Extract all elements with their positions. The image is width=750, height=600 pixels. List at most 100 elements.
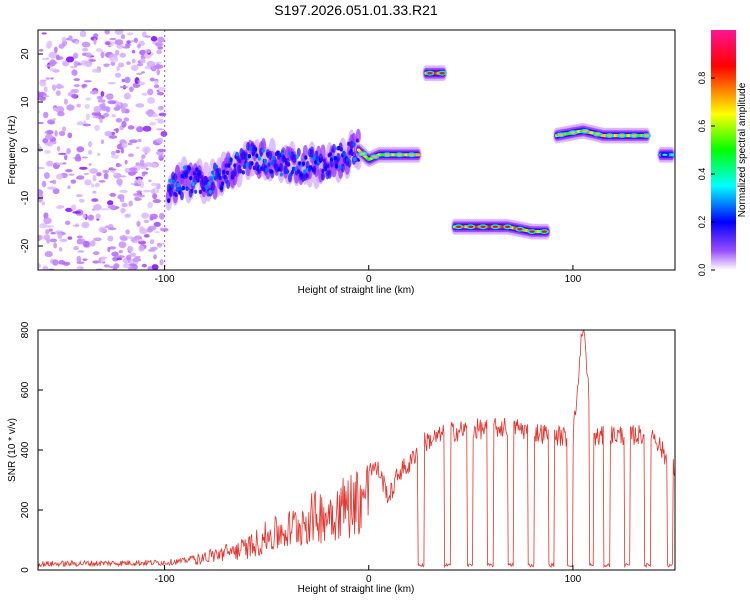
noise-blob	[114, 49, 120, 56]
track-core	[671, 153, 675, 157]
noise-blob	[134, 196, 140, 201]
noise-blob	[103, 172, 109, 180]
noise-blob	[70, 93, 78, 99]
noise-blob	[129, 40, 135, 43]
noise-blob	[157, 242, 162, 246]
track-core	[338, 165, 342, 170]
noise-blob	[55, 173, 64, 180]
noise-blob	[66, 104, 75, 111]
track-core	[231, 172, 236, 178]
track-core	[285, 169, 290, 174]
noise-blob	[119, 85, 129, 89]
snr-xtick-label: 100	[565, 574, 582, 585]
track-core	[180, 173, 184, 179]
noise-blob	[84, 179, 92, 186]
track-core	[211, 170, 215, 175]
noise-blob	[82, 258, 88, 261]
noise-blob	[41, 32, 47, 35]
track-core	[218, 175, 222, 181]
noise-blob	[48, 68, 58, 72]
noise-blob	[103, 63, 110, 67]
track-core	[257, 156, 261, 161]
noise-blob	[46, 129, 54, 135]
noise-blob	[52, 188, 60, 195]
noise-blob	[96, 218, 100, 221]
noise-blob	[76, 146, 85, 153]
track-core	[342, 150, 346, 156]
noise-blob	[58, 260, 66, 265]
track-node-core	[492, 225, 498, 228]
noise-blob	[70, 204, 77, 211]
noise-blob	[139, 228, 148, 235]
noise-blob	[47, 119, 55, 125]
noise-blob	[111, 154, 120, 159]
noise-blob	[43, 217, 52, 225]
noise-blob	[52, 179, 57, 185]
track-core	[208, 189, 212, 195]
track-node-core	[541, 230, 547, 233]
noise-blob	[159, 227, 165, 230]
track-halo	[243, 152, 248, 162]
track-core	[299, 172, 303, 178]
track-core	[209, 176, 214, 181]
noise-blob	[142, 125, 152, 132]
noise-blob	[127, 125, 135, 130]
noise-blob	[104, 30, 110, 35]
noise-blob	[88, 163, 92, 166]
noise-blob	[150, 36, 158, 42]
track-core	[225, 170, 230, 175]
snr-series-line	[38, 330, 675, 569]
track-node-core	[558, 133, 564, 137]
track-core	[309, 165, 313, 170]
track-core	[296, 169, 301, 174]
spectrogram-ylabel: Frequency (Hz)	[7, 116, 18, 185]
noise-blob	[38, 143, 41, 147]
noise-blob	[131, 49, 136, 54]
noise-blob	[104, 41, 111, 46]
noise-blob	[153, 254, 157, 260]
track-core	[240, 155, 244, 160]
noise-blob	[141, 154, 146, 159]
noise-blob	[76, 266, 85, 270]
noise-blob	[143, 234, 150, 238]
noise-blob	[77, 250, 85, 253]
spectrogram-xlabel: Height of straight line (km)	[298, 285, 415, 296]
noise-blob	[67, 132, 73, 139]
noise-blob	[137, 138, 142, 143]
noise-blob	[67, 236, 73, 240]
colorbar: 0.0 0.2 0.4 0.6 0.8 Normalized spectral ampl…	[697, 30, 748, 276]
noise-blob	[97, 152, 101, 157]
noise-blob	[40, 81, 45, 84]
noise-blob	[156, 68, 161, 76]
noise-blob	[109, 192, 117, 197]
noise-blob	[116, 255, 125, 258]
track-node-core	[384, 153, 390, 156]
track-core	[263, 158, 268, 164]
noise-blob	[45, 229, 50, 235]
noise-blob	[136, 190, 143, 193]
track-core	[301, 161, 306, 166]
noise-blob	[148, 113, 153, 118]
noise-blob	[82, 47, 89, 52]
colorbar-tick-label: 0.2	[697, 216, 707, 229]
track-core	[171, 179, 176, 184]
noise-blob	[125, 229, 130, 235]
noise-blob	[63, 98, 69, 105]
noise-blob	[112, 267, 118, 270]
noise-blob	[148, 179, 152, 183]
noise-blob	[136, 126, 144, 133]
track-core	[279, 172, 283, 177]
track-node-core	[468, 225, 474, 228]
noise-blob	[43, 111, 49, 119]
noise-blob	[107, 235, 114, 242]
noise-blob	[67, 185, 71, 190]
noise-blob	[92, 115, 101, 119]
noise-blob	[149, 121, 157, 126]
noise-blob	[78, 198, 85, 203]
noise-blob	[79, 30, 87, 38]
track-core	[331, 148, 335, 153]
noise-blob	[53, 242, 58, 249]
track-core	[295, 154, 299, 160]
noise-blob	[116, 65, 120, 72]
noise-blob	[116, 206, 120, 209]
